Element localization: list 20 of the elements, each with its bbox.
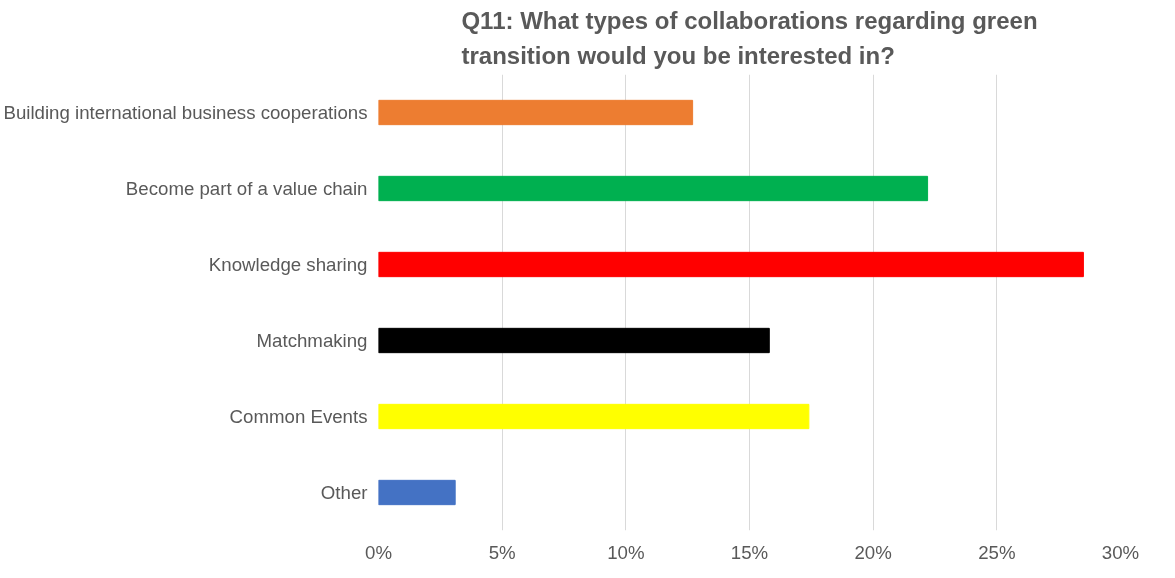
x-tick-label: 15% xyxy=(730,541,769,563)
bar xyxy=(378,403,810,430)
bar xyxy=(378,479,456,506)
bar xyxy=(378,99,694,126)
y-tick-label: Common Events xyxy=(229,406,368,427)
chart-title: Q11: What types of collaborations regarding green transition would you be interested in? xyxy=(461,7,1038,70)
bar xyxy=(378,327,770,354)
x-tick-label: 20% xyxy=(854,541,892,563)
bar xyxy=(378,175,929,202)
x-tick-label: 5% xyxy=(488,541,516,563)
y-tick-label: Building international business cooperations xyxy=(3,102,368,123)
y-tick-label: Matchmaking xyxy=(256,330,368,351)
x-tick-label: 30% xyxy=(1101,541,1140,563)
y-tick-label: Knowledge sharing xyxy=(208,254,368,275)
y-tick-label: Become part of a value chain xyxy=(125,178,368,199)
x-tick-label: 25% xyxy=(978,541,1016,563)
x-tick-label: 0% xyxy=(365,541,392,563)
bar xyxy=(378,251,1084,278)
x-tick-label: 10% xyxy=(607,541,645,563)
y-tick-label: Other xyxy=(320,482,368,503)
